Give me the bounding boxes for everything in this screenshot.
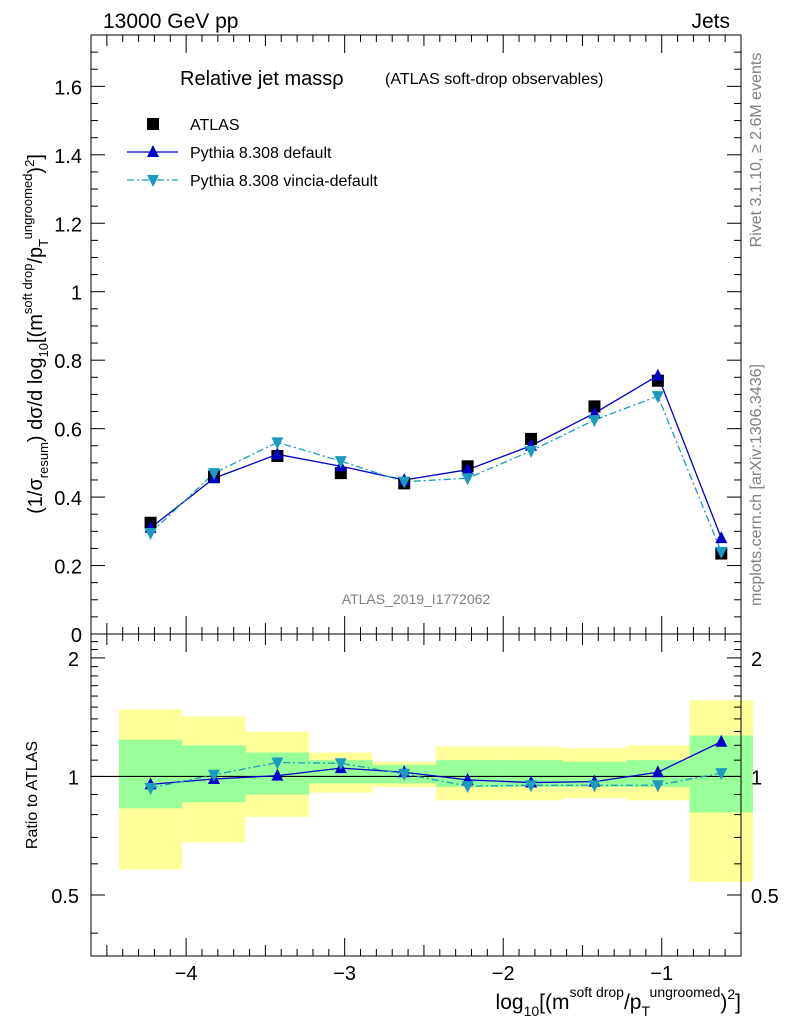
x-tick-label: −1 [650, 963, 673, 985]
ratio-point-series-0 [715, 734, 728, 747]
ratio-point-series-1 [398, 768, 411, 781]
legend-marker-1 [147, 145, 159, 157]
data-point-series-2 [144, 528, 157, 541]
main-y-tick-label: 0 [71, 625, 82, 647]
data-point-series-2 [398, 476, 411, 489]
main-y-tick-label: 0.4 [54, 488, 82, 510]
data-point-series-2 [271, 437, 284, 450]
data-point-series-1 [715, 531, 728, 544]
ratio-line-0 [150, 741, 722, 785]
ratio-y-tick-label: 0.5 [51, 886, 79, 908]
legend: ATLAS Pythia 8.308 default Pythia 8.308 vi… [127, 117, 378, 190]
ratio-y-tick-label: 2 [68, 649, 79, 671]
data-point-series-2 [207, 468, 220, 481]
mcplots-label: mcplots.cern.ch [arXiv:1306.3436] [748, 364, 765, 606]
ratio-point-series-1 [461, 781, 474, 794]
x-tick-label: −2 [492, 963, 515, 985]
plot-title-sub: (ATLAS soft-drop observables) [385, 71, 603, 88]
rivet-label: Rivet 3.1.10, ≥ 2.6M events [748, 53, 765, 248]
ratio-point-series-1 [588, 780, 601, 793]
legend-marker-0 [147, 118, 159, 130]
uncertainty-band-inner [118, 739, 183, 809]
collision-label: 13000 GeV pp [103, 10, 238, 33]
main-y-tick-label: 1.6 [54, 77, 82, 99]
legend-marker-2 [147, 175, 159, 187]
main-y-tick-label: 0.2 [54, 557, 82, 579]
main-y-axis-label: (1/σresum) dσ/d log10[(msoft drop/pTungr… [20, 154, 51, 514]
plot-title: Relative jet massρ (ATLAS soft-drop obse… [180, 68, 603, 90]
data-point-series-1 [271, 447, 284, 460]
plot-title-main: Relative jet massρ [180, 68, 344, 90]
legend-label-1: Pythia 8.308 default [190, 145, 332, 162]
x-axis-label: log10[(msoft drop/pTungroomed)2] [496, 984, 741, 1019]
data-point-series-2 [525, 445, 538, 458]
main-y-tick-label: 1.2 [54, 214, 82, 236]
ratio-y-axis-label: Ratio to ATLAS [24, 741, 41, 849]
ratio-point-series-1 [207, 769, 220, 782]
ratio-point-series-1 [144, 782, 157, 795]
x-tick-label: −3 [333, 963, 356, 985]
legend-label-2: Pythia 8.308 vincia-default [190, 173, 378, 190]
main-y-tick-label: 1.4 [54, 146, 82, 168]
ratio-y-tick-label-right: 2 [751, 649, 762, 671]
main-y-tick-label: 1 [71, 283, 82, 305]
legend-label-0: ATLAS [190, 117, 240, 134]
ratio-point-series-1 [271, 757, 284, 770]
ratio-plot-frame [90, 633, 742, 957]
ratio-point-series-1 [651, 780, 664, 793]
ratio-y-tick-label: 1 [68, 767, 79, 789]
data-point-series-2 [461, 473, 474, 486]
ratio-y-tick-label-right: 1 [751, 767, 762, 789]
data-point-series-2 [588, 415, 601, 428]
analysis-watermark: ATLAS_2019_I1772062 [342, 591, 491, 607]
data-point-series-1 [461, 462, 474, 475]
series-line-2 [150, 395, 722, 553]
main-plot-frame [90, 34, 742, 635]
ratio-line-1 [150, 761, 722, 789]
ratio-point-series-0 [271, 768, 284, 781]
data-point-series-1 [651, 368, 664, 381]
main-y-tick-label: 0.6 [54, 420, 82, 442]
ratio-point-series-1 [525, 780, 538, 793]
main-y-tick-label: 0.8 [54, 351, 82, 373]
x-tick-label: −4 [175, 963, 198, 985]
data-point-series-2 [715, 546, 728, 559]
data-point-series-2 [651, 391, 664, 404]
series-line-1 [150, 374, 722, 539]
ratio-y-tick-label-right: 0.5 [751, 886, 779, 908]
ratio-point-series-1 [715, 768, 728, 781]
ratio-point-series-1 [334, 758, 347, 771]
ratio-point-series-0 [651, 765, 664, 778]
category-label: Jets [691, 10, 730, 33]
data-point-series-2 [334, 456, 347, 469]
